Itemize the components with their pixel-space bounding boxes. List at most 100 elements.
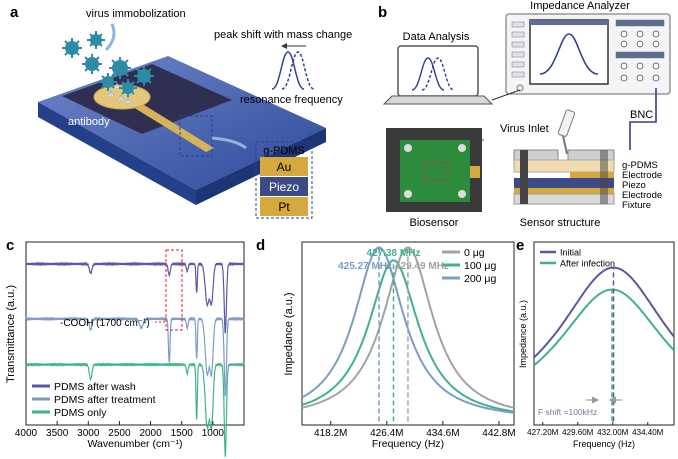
cooh-highlight-box bbox=[165, 249, 183, 331]
layer-au: Au bbox=[277, 160, 292, 174]
peak-label-0ug: 429.49 MHz bbox=[395, 261, 449, 272]
pcb-screws bbox=[404, 144, 466, 198]
zoom-series-0 bbox=[533, 266, 675, 359]
pipette-icon bbox=[557, 109, 576, 155]
panel-letter-e: e bbox=[516, 237, 524, 254]
ftir-series-2 bbox=[25, 362, 245, 457]
struct-layer-fixture: Fixture bbox=[622, 200, 651, 211]
bnc-label: BNC bbox=[630, 109, 653, 121]
x-tick-label-d-2: 434.6M bbox=[426, 428, 459, 439]
electrode-trace bbox=[128, 100, 214, 152]
bnc-cable bbox=[629, 88, 657, 150]
sensor-highlight bbox=[423, 161, 449, 181]
biosensor-label: Biosensor bbox=[410, 217, 459, 229]
x-tick-label-c-0: 4000 bbox=[15, 428, 38, 439]
struct-layer-electrode-bottom: Electrode bbox=[622, 190, 662, 201]
struct-layer-electrode-top: Electrode bbox=[622, 170, 662, 181]
laptop-curve-2 bbox=[421, 57, 455, 91]
x-tick-label-e-1: 429.60M bbox=[562, 428, 593, 437]
panel-a: a virus immobolization antibody bbox=[10, 4, 352, 219]
laptop-screen bbox=[397, 45, 479, 97]
layer-piezo: Piezo bbox=[269, 180, 299, 194]
peak-shift-label: peak shift with mass change bbox=[214, 29, 352, 41]
legend-label-d-0: 0 μg bbox=[464, 247, 485, 259]
legend-label-c-2: PDMS only bbox=[54, 407, 107, 419]
analyzer-buttons bbox=[511, 19, 665, 78]
zoom-box bbox=[179, 115, 213, 157]
legend-label-e-0: Initial bbox=[560, 248, 581, 258]
virus-particles bbox=[62, 31, 154, 97]
peak-curve-before bbox=[271, 51, 305, 90]
chart-impedance-e: e F shift =100kHz 427.20M 429.60M 432.00M 4… bbox=[516, 237, 675, 449]
sensor-structure bbox=[513, 149, 615, 205]
panel-letter-a: a bbox=[10, 4, 19, 21]
analyzer-screen-header bbox=[530, 20, 608, 25]
analyzer-curve bbox=[539, 33, 599, 75]
analyzer-knobs bbox=[516, 30, 660, 92]
peak-label-100ug: 427.38 MHz bbox=[367, 248, 421, 259]
y-axis-label-c: Transmittance (a.u.) bbox=[5, 285, 17, 383]
analyzer-label: Impedance Analyzer bbox=[530, 0, 630, 12]
panel-letter-c: c bbox=[6, 237, 14, 254]
ftir-series-0 bbox=[25, 261, 245, 334]
laptop-curve-1 bbox=[411, 57, 445, 91]
chart-ftir: c -COOH (1700 cm⁻¹) 4000 3500 3000 2500 2000… bbox=[5, 237, 245, 457]
bnc-connector bbox=[470, 166, 480, 178]
legend-label-c-0: PDMS after wash bbox=[54, 381, 136, 393]
peak-label-200ug: 425.27 MHz bbox=[338, 261, 392, 272]
plot-frame-e bbox=[533, 241, 675, 426]
layer-au-box bbox=[260, 157, 308, 176]
x-axis-label-e: Frequency (Hz) bbox=[573, 439, 635, 449]
x-tick-label-c-3: 2500 bbox=[108, 428, 131, 439]
peak-markers-d bbox=[378, 247, 409, 422]
usb-cable bbox=[491, 89, 521, 101]
shift-label: F shift =100kHz bbox=[538, 407, 597, 417]
x-ticks-c: 4000 3500 3000 2500 2000 1500 1000 bbox=[15, 421, 225, 439]
x-ticks-e: 427.20M 429.60M 432.00M 434.40M bbox=[527, 422, 664, 437]
legend-label-c-1: PDMS after treatment bbox=[54, 394, 156, 406]
struct-layer-gpdms: g-PDMS bbox=[622, 160, 658, 171]
x-axis-label-c: Wavenumber (cm⁻¹) bbox=[88, 438, 183, 450]
legend-label-e-1: After infection bbox=[560, 259, 615, 269]
zoom-series-group bbox=[533, 266, 675, 367]
x-tick-label-d-3: 442.8M bbox=[482, 428, 515, 439]
antibody-label: antibody bbox=[68, 116, 110, 128]
legend-label-d-1: 100 μg bbox=[464, 260, 496, 272]
x-axis-label-d: Frequency (Hz) bbox=[372, 438, 444, 450]
x-tick-label-e-0: 427.20M bbox=[527, 428, 558, 437]
panel-b: b Data Analysis Impedance Analyzer BNC V… bbox=[378, 0, 671, 229]
x-tick-label-d-0: 418.2M bbox=[314, 428, 347, 439]
peak-markers-e bbox=[611, 267, 615, 422]
substrate-edge bbox=[38, 102, 196, 205]
layer-pt-box bbox=[260, 197, 308, 216]
x-tick-label-d-1: 426.4M bbox=[370, 428, 403, 439]
x-tick-label-e-3: 434.40M bbox=[632, 428, 663, 437]
peak-curve-after bbox=[281, 51, 315, 90]
plot-frame-c bbox=[25, 241, 245, 426]
x-tick-label-c-6: 1000 bbox=[202, 428, 225, 439]
chart-impedance-d: d 427.38 MHz 425.27 MHz 429.49 MHz 418.2… bbox=[256, 237, 516, 450]
panel-letter-b: b bbox=[378, 4, 387, 21]
data-analysis-label: Data Analysis bbox=[403, 31, 470, 43]
ftir-series-1 bbox=[25, 316, 245, 397]
y-axis-label-d: Impedance (a.u.) bbox=[283, 292, 295, 375]
biosensor-pcb bbox=[400, 140, 470, 202]
x-tick-label-e-2: 432.00M bbox=[597, 428, 628, 437]
cooh-annotation: -COOH (1700 cm⁻¹) bbox=[60, 318, 150, 329]
zoom-arrow bbox=[211, 136, 247, 150]
impedance-series-0 bbox=[301, 246, 515, 409]
legend-label-d-2: 200 μg bbox=[464, 273, 496, 285]
y-axis-label-e: Impedance (a.u.) bbox=[518, 300, 528, 368]
panel-letter-d: d bbox=[256, 237, 265, 254]
x-tick-label-c-5: 1500 bbox=[171, 428, 194, 439]
sensor-structure-label: Sensor structure bbox=[520, 217, 601, 229]
x-tick-label-c-2: 3000 bbox=[77, 428, 100, 439]
layer-piezo-box bbox=[260, 177, 308, 196]
layer-stack-frame bbox=[255, 141, 313, 219]
ftir-series-group bbox=[25, 261, 245, 457]
layer-pt: Pt bbox=[278, 200, 290, 214]
